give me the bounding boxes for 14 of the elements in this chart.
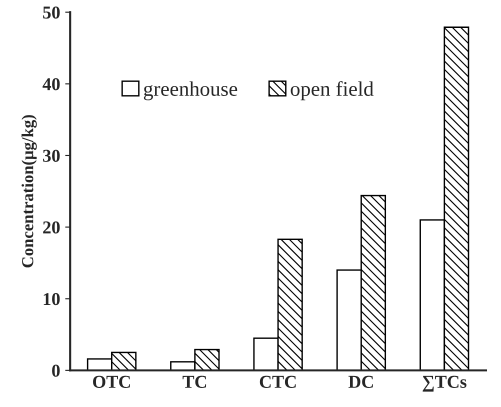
- legend-label: open field: [290, 81, 374, 100]
- x-tick-label: OTC: [93, 376, 130, 388]
- x-tick-label: DC: [348, 376, 373, 388]
- y-tick-label: 20: [43, 221, 60, 234]
- legend-label: greenhouse: [144, 81, 238, 100]
- y-axis-title: Concentration(μg/kg): [22, 115, 37, 268]
- y-tick-label: 40: [42, 78, 60, 90]
- y-tick-label: 10: [44, 292, 60, 306]
- y-tick-label: 30: [43, 150, 60, 162]
- y-tick-label: 0: [52, 364, 60, 377]
- x-tick-label: TC: [182, 376, 206, 388]
- x-tick-label: CTC: [260, 376, 296, 388]
- y-tick-label: 50: [43, 6, 60, 19]
- x-tick-label: ∑TCs: [422, 376, 466, 392]
